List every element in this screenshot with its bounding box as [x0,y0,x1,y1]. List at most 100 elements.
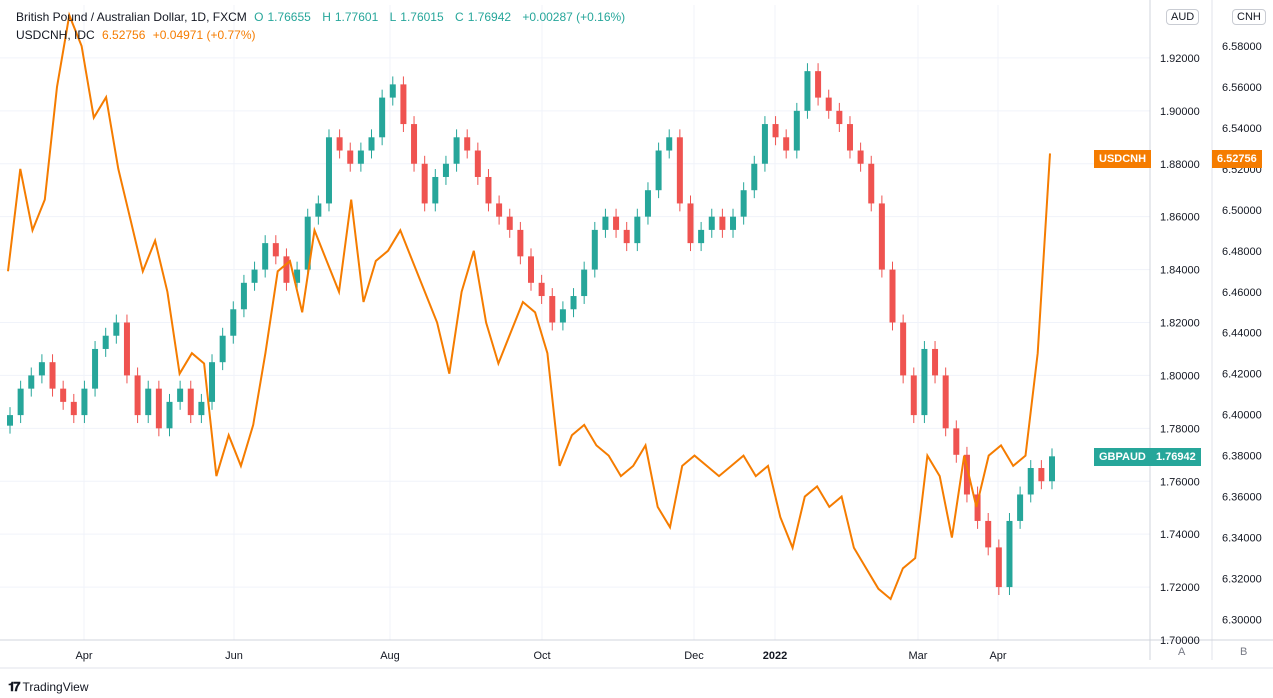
candle-body [1006,520,1013,588]
candle-body [315,203,322,217]
candle-body [708,216,715,230]
candle-body [411,124,418,164]
candle-body [177,388,184,402]
candle-body [81,388,88,416]
candle-body [921,348,928,416]
candle-body [432,176,439,204]
tradingview-logo-icon: 𝟏𝟕 [8,679,21,694]
candle-body [581,269,588,297]
aud-tick-label: 1.78000 [1160,423,1200,435]
candle-body [442,163,449,177]
cnh-scale-badge[interactable]: CNH [1232,9,1266,25]
candle-body [92,348,99,389]
candle-body [687,203,694,244]
legend-l: 1.76015 [400,10,444,24]
log-scale-button[interactable]: B [1240,646,1248,658]
candle-body [666,137,673,151]
time-tick-label: Mar [909,650,928,662]
candle-body [761,124,768,164]
time-tick-label: 2022 [763,650,787,662]
cnh-tick-label: 6.36000 [1222,492,1262,504]
candle-body [655,150,662,191]
candle-body [1017,494,1024,521]
time-tick-label: Apr [989,650,1006,662]
usdcnh-name-tag: USDCNH [1094,150,1152,168]
candle-body [7,415,13,426]
candle-body [549,296,556,323]
aud-tick-label: 1.88000 [1160,159,1200,171]
candle-body [357,150,364,164]
aud-tick-label: 1.84000 [1160,265,1200,277]
candle-body [70,401,77,416]
candle-body [283,256,290,283]
aud-tick-label: 1.82000 [1160,318,1200,330]
gbpaud-name-tag: GBPAUD [1094,448,1151,466]
candle-body [145,388,152,416]
candle-body [900,322,907,376]
candle-body [889,269,896,323]
aud-tick-label: 1.86000 [1160,212,1200,224]
candle-body [389,84,396,98]
candle-body [517,229,524,257]
candle-body [379,97,386,138]
candle-body [719,216,726,230]
brand-footer[interactable]: 𝟏𝟕 TradingView [8,679,89,695]
legend-main-change: +0.00287 (+0.16%) [522,10,626,24]
candle-body [985,520,992,548]
candle-body [60,388,67,402]
candle-body [995,547,1002,588]
candle-body [134,375,141,416]
candle-body [602,216,609,230]
gbpaud-candles [7,63,1055,596]
candle-body [698,229,705,244]
legend-main-title: British Pound / Australian Dollar, 1D, F… [16,10,247,24]
candle-body [613,216,620,230]
time-tick-label: Dec [684,650,704,662]
cnh-tick-label: 6.56000 [1222,82,1262,94]
candle-body [421,163,428,204]
cnh-tick-label: 6.46000 [1222,287,1262,299]
candle-body [528,256,534,283]
candle-body [1027,468,1034,495]
cnh-tick-label: 6.48000 [1222,246,1262,258]
candle-body [846,124,853,151]
candle-body [38,362,45,376]
candle-body [251,269,258,283]
candle-body [187,388,194,416]
legend-main[interactable]: British Pound / Australian Dollar, 1D, F… [16,10,629,24]
candle-body [591,229,598,270]
aud-scale-badge[interactable]: AUD [1166,9,1200,25]
candle-body [857,150,864,164]
legend-o: 1.76655 [267,10,311,24]
candle-body [198,401,205,416]
aud-tick-label: 1.76000 [1160,476,1200,488]
legend-compare[interactable]: USDCNH, IDC 6.52756 +0.04971 (+0.77%) [16,28,260,42]
candle-body [910,375,917,416]
candle-body [230,309,237,336]
candle-body [304,216,311,270]
candle-body [793,110,800,151]
legend-compare-change: +0.04971 (+0.77%) [152,28,256,42]
usdcnh-series-line [7,11,1051,601]
candle-body [49,362,56,389]
aud-tick-label: 1.80000 [1160,370,1200,382]
candle-body [506,216,513,230]
candle-body [538,282,545,297]
candle-body [772,124,779,138]
candle-body [17,388,24,416]
candle-body [836,110,843,125]
time-tick-label: Apr [75,650,92,662]
cnh-tick-label: 6.54000 [1222,123,1262,135]
candle-body [570,296,577,310]
cnh-tick-label: 6.38000 [1222,451,1262,463]
cnh-tick-label: 6.34000 [1222,533,1262,545]
gbpaud-value-tag: 1.76942 [1151,448,1201,466]
auto-scale-button[interactable]: A [1178,646,1186,658]
candle-body [336,137,343,151]
candle-body [740,190,747,217]
usdcnh-value-tag: 6.52756 [1212,150,1262,168]
brand-name: TradingView [22,680,89,694]
candle-body [974,494,981,521]
usdcnh-line [7,11,1051,601]
